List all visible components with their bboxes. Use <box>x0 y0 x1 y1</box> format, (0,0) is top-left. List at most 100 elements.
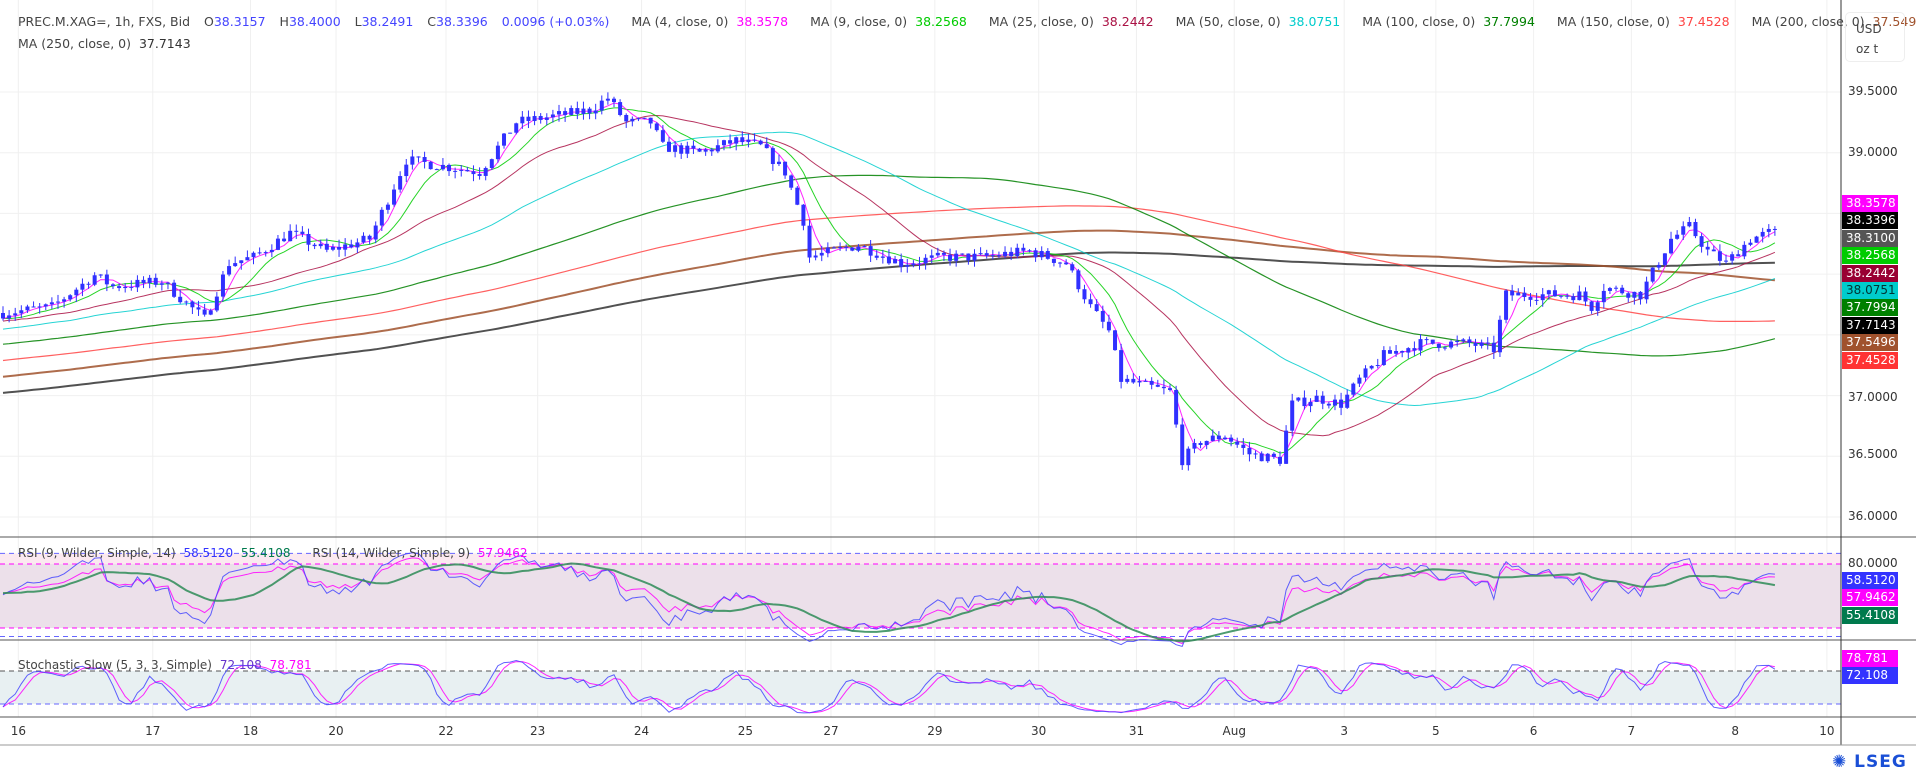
price-tick: 36.0000 <box>1848 509 1898 523</box>
candle-body <box>1143 380 1148 382</box>
candle-body <box>746 139 751 143</box>
candle-body <box>752 139 757 141</box>
candle-body <box>1155 384 1160 387</box>
candle-body <box>324 243 329 250</box>
candle-body <box>728 140 733 144</box>
candle-body <box>538 116 543 120</box>
ma-50-line <box>2 131 1776 407</box>
candle-body <box>343 244 348 250</box>
candle-body <box>1424 339 1429 341</box>
candle-body <box>7 315 12 319</box>
candle-body <box>1687 221 1692 227</box>
candle-body <box>1216 435 1221 440</box>
ma-value: 37.7994 <box>1483 14 1535 29</box>
close-value: 38.3396 <box>436 14 488 29</box>
candle-body <box>392 189 397 205</box>
ma-legend-item: MA (25, close, 0) 38.2442 <box>989 14 1158 29</box>
stoch-k-value: 72.108 <box>219 658 262 672</box>
candle-body <box>1614 287 1619 289</box>
ma-label: MA (25, close, 0) <box>988 14 1094 29</box>
rsi1-value: 58.5120 <box>183 546 234 560</box>
price-tag: 78.781 <box>1842 650 1898 667</box>
currency-unit-box[interactable]: USD oz t <box>1845 12 1905 62</box>
candle-body <box>483 167 488 176</box>
x-tick: 30 <box>1031 724 1047 738</box>
price-tag: 37.4528 <box>1842 351 1898 369</box>
candle-body <box>923 257 928 264</box>
candle-body <box>1565 295 1570 297</box>
candle-body <box>502 133 507 146</box>
unit-label: oz t <box>1856 42 1879 56</box>
candle-body <box>758 140 763 145</box>
candle-body <box>721 140 726 146</box>
candle-body <box>636 118 641 120</box>
candle-body <box>1290 400 1295 431</box>
ma-label: MA (50, close, 0) <box>1175 14 1281 29</box>
candle-body <box>1589 301 1594 311</box>
rsi-tick: 80.0000 <box>1848 556 1898 570</box>
candle-body <box>495 145 500 160</box>
candle-body <box>159 283 164 285</box>
candle-body <box>1461 339 1466 341</box>
candle-body <box>1736 254 1741 257</box>
candle-body <box>715 145 720 152</box>
candle-body <box>1088 299 1093 305</box>
candle-body <box>624 114 629 122</box>
candle-body <box>1516 292 1521 296</box>
candle-body <box>1058 262 1063 264</box>
candle-body <box>990 255 995 257</box>
ma-250-line <box>2 251 1775 394</box>
candle-body <box>62 299 67 302</box>
candle-body <box>642 117 647 119</box>
candle-body <box>520 116 525 124</box>
candle-body <box>868 246 873 256</box>
candle-body <box>807 225 812 258</box>
candle-body <box>25 306 30 311</box>
candle-body <box>905 265 910 267</box>
x-tick: 25 <box>737 724 754 738</box>
high-label: H <box>279 14 289 29</box>
candle-body <box>1730 254 1735 261</box>
candle-body <box>129 286 134 288</box>
candle-body <box>1528 297 1533 300</box>
candle-body <box>880 256 885 258</box>
x-tick: 31 <box>1128 724 1145 738</box>
candle-body <box>1418 339 1423 351</box>
price-tag: 57.9462 <box>1842 589 1898 607</box>
candle-body <box>447 164 452 172</box>
candle-body <box>1277 456 1282 464</box>
candle-body <box>819 252 824 256</box>
candle-body <box>306 233 311 245</box>
change-value: 0.0096 (+0.03%) <box>501 14 610 29</box>
candle-body <box>618 102 623 115</box>
candle-body <box>1149 380 1154 385</box>
candle-body <box>1381 350 1386 366</box>
candle-body <box>275 238 280 250</box>
candle-body <box>312 244 317 247</box>
candle-body <box>1076 270 1081 290</box>
candle-body <box>587 108 592 114</box>
candle-body <box>899 259 904 267</box>
candle-body <box>398 176 403 190</box>
candle-body <box>709 149 714 152</box>
candle-body <box>1601 290 1606 303</box>
candle-body <box>337 246 342 250</box>
candle-body <box>477 174 482 176</box>
candle-body <box>214 296 219 311</box>
candle-body <box>1009 251 1014 257</box>
candle-body <box>599 100 604 111</box>
rsi1-label: RSI (9, Wilder, Simple, 14) <box>18 546 176 560</box>
price-tag: 38.3396 <box>1842 212 1898 230</box>
ma-150-line <box>2 205 1775 362</box>
stoch-label: Stochastic Slow (5, 3, 3, Simple) <box>18 658 212 672</box>
candle-body <box>1137 380 1142 383</box>
candle-body <box>269 249 274 253</box>
candle-body <box>960 253 965 255</box>
candle-body <box>679 145 684 154</box>
candle-body <box>673 145 678 152</box>
candle-body <box>318 243 323 247</box>
candle-body <box>37 306 42 308</box>
rsi2-value: 57.9462 <box>477 546 528 560</box>
candle-body <box>233 263 238 267</box>
